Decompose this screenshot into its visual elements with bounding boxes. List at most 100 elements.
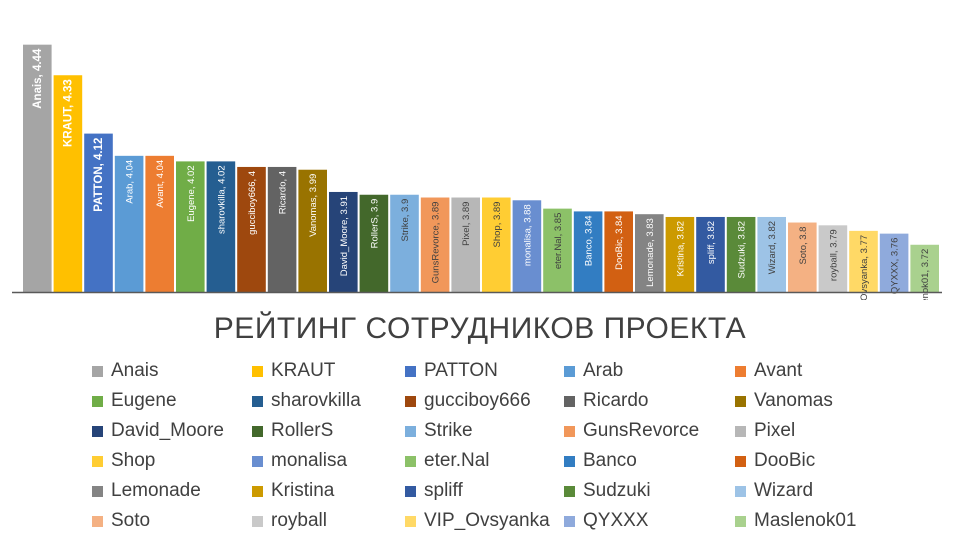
legend-label: DooBic [754,450,816,471]
bar-vip-ovsyanka [849,230,878,292]
data-label-lemonade: Lemonade, 3.83 [645,218,656,287]
legend-item-kraut: KRAUT [252,356,335,386]
legend-swatch [735,515,746,527]
data-label-kristina: Kristina, 3.82 [675,221,686,276]
legend-item-sharovkilla: sharovkilla [252,386,361,416]
legend-item-kristina: Kristina [252,476,334,506]
bar-wizard [757,216,786,292]
legend-item-royball: royball [252,506,327,536]
legend-item-patton: PATTON [405,356,498,386]
chart-title: РЕЙТИНГ СОТРУДНИКОВ ПРОЕКТА [213,312,747,345]
data-label-wizard: Wizard, 3.82 [767,221,778,274]
bar-soto [788,222,817,292]
data-label-vanomas: Vanomas, 3.99 [308,174,319,237]
bar-spliff [696,216,725,292]
legend-label: Avant [754,360,803,381]
legend-item-gucciboy666: gucciboy666 [405,386,531,416]
legend-item-sudzuki: Sudzuki [564,476,651,506]
data-label-arab: Arab, 4.04 [125,160,136,204]
bar-kristina [665,216,695,292]
bar-vanomas [298,169,327,292]
legend-swatch [564,395,575,407]
bar-kraut [53,75,83,293]
legend-swatch [92,425,103,437]
data-label-strike: Strike, 3.9 [400,199,411,242]
legend-label: Sudzuki [583,480,651,501]
legend-label: QYXXX [583,510,649,531]
bar-avant [145,155,174,292]
legend-swatch [405,365,416,377]
legend-item-anais: Anais [92,356,159,386]
data-label-kraut: KRAUT, 4.33 [62,79,74,147]
bar-rollers [359,194,389,292]
legend-swatch [405,395,416,407]
legend-swatch [252,365,263,377]
bar-sudzuki [726,216,756,292]
legend-item-qyxxx: QYXXX [564,506,648,536]
bar-royball [818,225,848,292]
legend-item-avant: Avant [735,356,802,386]
legend-item-gunsrevorce: GunsRevorce [564,416,699,446]
data-label-david-moore: David_Moore, 3.91 [339,196,350,276]
legend-item-banco: Banco [564,446,637,476]
legend-swatch [92,455,103,467]
bar-david-moore [329,191,358,292]
data-label-gucciboy666: gucciboy666, 4 [247,171,258,235]
bar-arab [114,155,144,292]
data-label-ricardo: Ricardo, 4 [278,171,289,214]
legend-label: Lemonade [111,480,201,501]
legend-item-lemonade: Lemonade [92,476,201,506]
data-label-banco: Banco, 3.84 [584,215,595,266]
legend-swatch [252,485,263,497]
data-label-eter-nal: eter.Nal, 3.85 [553,213,564,270]
data-label-eugene: Eugene, 4.02 [186,165,197,222]
legend-swatch [405,515,416,527]
legend-label: VIP_Ovsyanka [424,510,550,531]
legend-item-pixel: Pixel [735,416,795,446]
legend-swatch [92,515,103,527]
legend-item-ricardo: Ricardo [564,386,648,416]
legend-swatch [405,455,416,467]
legend-item-monalisa: monalisa [252,446,347,476]
bar-lemonade [635,214,664,292]
legend-label: Eugene [111,390,177,411]
legend-label: Strike [424,420,473,441]
bar-doobic [604,211,633,292]
legend-item-shop: Shop [92,446,155,476]
legend-item-strike: Strike [405,416,473,446]
legend-label: Pixel [754,420,796,441]
data-label-patton: PATTON, 4.12 [93,138,105,212]
bar-ricardo [267,166,297,292]
legend-swatch [252,395,263,407]
legend-swatch [564,455,575,467]
data-label-royball: royball, 3.79 [828,229,839,281]
data-label-sharovkilla: sharovkilla, 4.02 [216,165,227,234]
legend-label: Soto [111,510,151,531]
legend-item-eugene: Eugene [92,386,177,416]
bar-eter-nal [543,208,572,292]
legend-label: GunsRevorce [583,420,700,441]
legend-label: PATTON [424,360,498,381]
data-label-shop: Shop, 3.89 [492,202,503,248]
legend-swatch [252,515,263,527]
legend-label: spliff [424,480,463,501]
legend-label: Maslenok01 [754,510,857,531]
bar-pixel [451,197,480,292]
legend-label: monalisa [271,450,348,471]
bar-maslenok01 [910,244,939,292]
legend-label: eter.Nal [424,450,490,471]
legend-label: Shop [111,450,156,471]
data-label-vip-ovsyanka: VIP_Ovsyanka, 3.77 [859,235,870,300]
data-label-monalisa: monalisa, 3.88 [522,204,533,266]
legend-label: KRAUT [271,360,336,381]
data-label-sudzuki: Sudzuki, 3.82 [737,221,748,279]
legend-swatch [735,455,746,467]
legend-label: Kristina [271,480,335,501]
legend-item-rollers: RollerS [252,416,333,446]
legend-item-maslenok01: Maslenok01 [735,506,856,536]
legend-item-soto: Soto [92,506,150,536]
legend-swatch [564,485,575,497]
bar-anais [23,44,52,292]
legend-swatch [564,365,575,377]
legend-item-wizard: Wizard [735,476,813,506]
